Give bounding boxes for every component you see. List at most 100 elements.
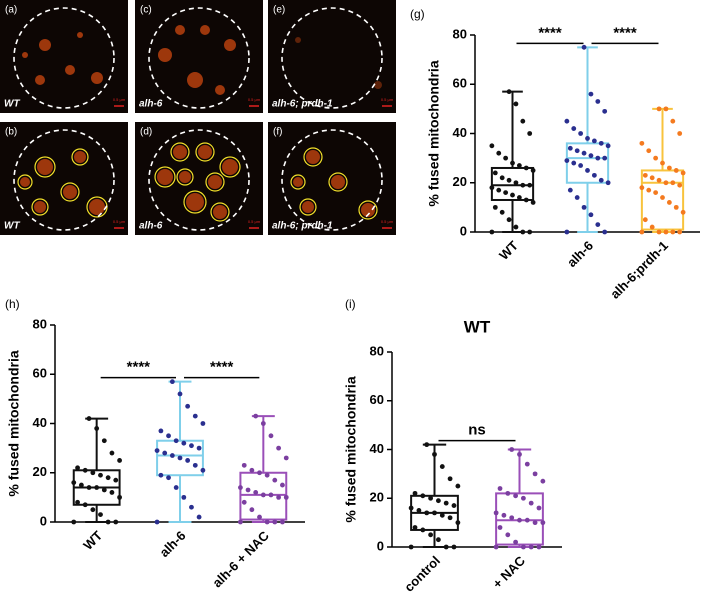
data-point xyxy=(496,150,502,156)
mito-blob xyxy=(306,150,320,164)
micrograph xyxy=(268,0,396,113)
x-tick-label: + NAC xyxy=(490,553,529,592)
significance-label: **** xyxy=(210,359,234,376)
mito-blob xyxy=(361,203,375,217)
chart-title: WT xyxy=(464,317,491,336)
data-point xyxy=(660,195,665,200)
data-point xyxy=(598,140,604,146)
data-point xyxy=(673,168,679,173)
mito-outline xyxy=(170,142,190,162)
data-point xyxy=(527,131,533,136)
data-point xyxy=(536,505,542,511)
cell-outline xyxy=(281,7,383,109)
data-point xyxy=(432,510,437,516)
mito-blob xyxy=(222,159,238,175)
data-point xyxy=(670,118,676,124)
data-point xyxy=(602,108,608,114)
micrograph xyxy=(135,122,263,235)
cell-outline xyxy=(148,129,250,231)
data-point xyxy=(489,229,495,235)
data-point xyxy=(677,182,683,188)
data-point xyxy=(520,118,526,124)
data-point xyxy=(602,155,608,161)
mito-blob xyxy=(293,177,303,187)
data-point xyxy=(528,544,534,550)
data-point xyxy=(412,525,418,530)
mito-blob xyxy=(295,37,301,43)
data-point xyxy=(602,229,608,235)
y-tick-label: 0 xyxy=(377,538,384,553)
data-point xyxy=(439,512,445,518)
data-point xyxy=(528,500,534,506)
mito-blob xyxy=(374,81,382,89)
data-point xyxy=(158,428,164,434)
data-point xyxy=(435,498,441,504)
x-tick-label: alh-6 + NAC xyxy=(209,528,272,591)
data-point xyxy=(595,222,601,228)
data-point xyxy=(451,503,457,508)
data-point xyxy=(90,507,96,513)
data-point xyxy=(101,438,107,444)
data-point xyxy=(86,485,92,490)
micrograph xyxy=(135,0,263,113)
data-point xyxy=(653,190,659,196)
data-point xyxy=(272,477,278,483)
data-point xyxy=(443,500,449,506)
scale-bar-label: 0.5 μm xyxy=(113,219,126,224)
significance-label: **** xyxy=(613,24,637,41)
data-point xyxy=(598,177,604,183)
panel-label: (f) xyxy=(273,127,282,138)
data-point xyxy=(185,403,191,409)
data-point xyxy=(574,148,580,154)
data-point xyxy=(567,187,573,193)
data-point xyxy=(439,464,445,469)
data-point xyxy=(105,475,111,481)
y-axis-label: % fused mitochondria xyxy=(343,376,359,522)
data-point xyxy=(585,168,590,173)
data-point xyxy=(166,433,171,439)
data-point xyxy=(639,229,645,235)
data-point xyxy=(169,379,175,385)
data-point xyxy=(578,163,584,168)
data-point xyxy=(670,180,676,186)
mito-blob xyxy=(39,39,51,51)
data-point xyxy=(510,192,515,198)
x-tick-label: WT xyxy=(80,528,105,553)
mito-outline xyxy=(154,166,176,188)
data-point xyxy=(428,495,434,501)
data-point xyxy=(189,504,194,510)
data-point xyxy=(513,101,519,107)
data-point xyxy=(253,413,259,419)
mito-outline xyxy=(34,156,56,178)
data-point xyxy=(408,544,414,550)
mito-outline xyxy=(210,202,230,222)
data-point xyxy=(639,140,645,146)
data-point xyxy=(71,519,77,525)
data-point xyxy=(447,476,453,482)
y-axis-label: % fused mitochondria xyxy=(426,60,442,206)
data-point xyxy=(185,458,191,463)
data-point xyxy=(497,525,503,530)
data-point xyxy=(86,416,92,421)
mito-blob xyxy=(302,201,314,213)
data-point xyxy=(264,519,270,525)
data-point xyxy=(416,508,422,513)
scale-bar-label: 0.5 μm xyxy=(248,97,261,102)
data-point xyxy=(181,440,187,446)
data-point xyxy=(591,138,597,144)
data-point xyxy=(78,482,84,488)
data-point xyxy=(649,175,655,181)
data-point xyxy=(489,143,495,149)
y-tick-label: 40 xyxy=(33,415,47,430)
mito-blob xyxy=(186,193,204,211)
data-point xyxy=(639,185,645,191)
y-tick-label: 0 xyxy=(40,513,47,528)
mito-blob xyxy=(179,171,191,183)
mito-outline xyxy=(176,168,194,186)
mito-blob xyxy=(91,72,103,84)
data-point xyxy=(536,544,542,550)
data-point xyxy=(503,155,509,161)
mito-outline xyxy=(219,156,241,178)
panel-label: (d) xyxy=(140,127,152,138)
data-point xyxy=(532,520,538,526)
